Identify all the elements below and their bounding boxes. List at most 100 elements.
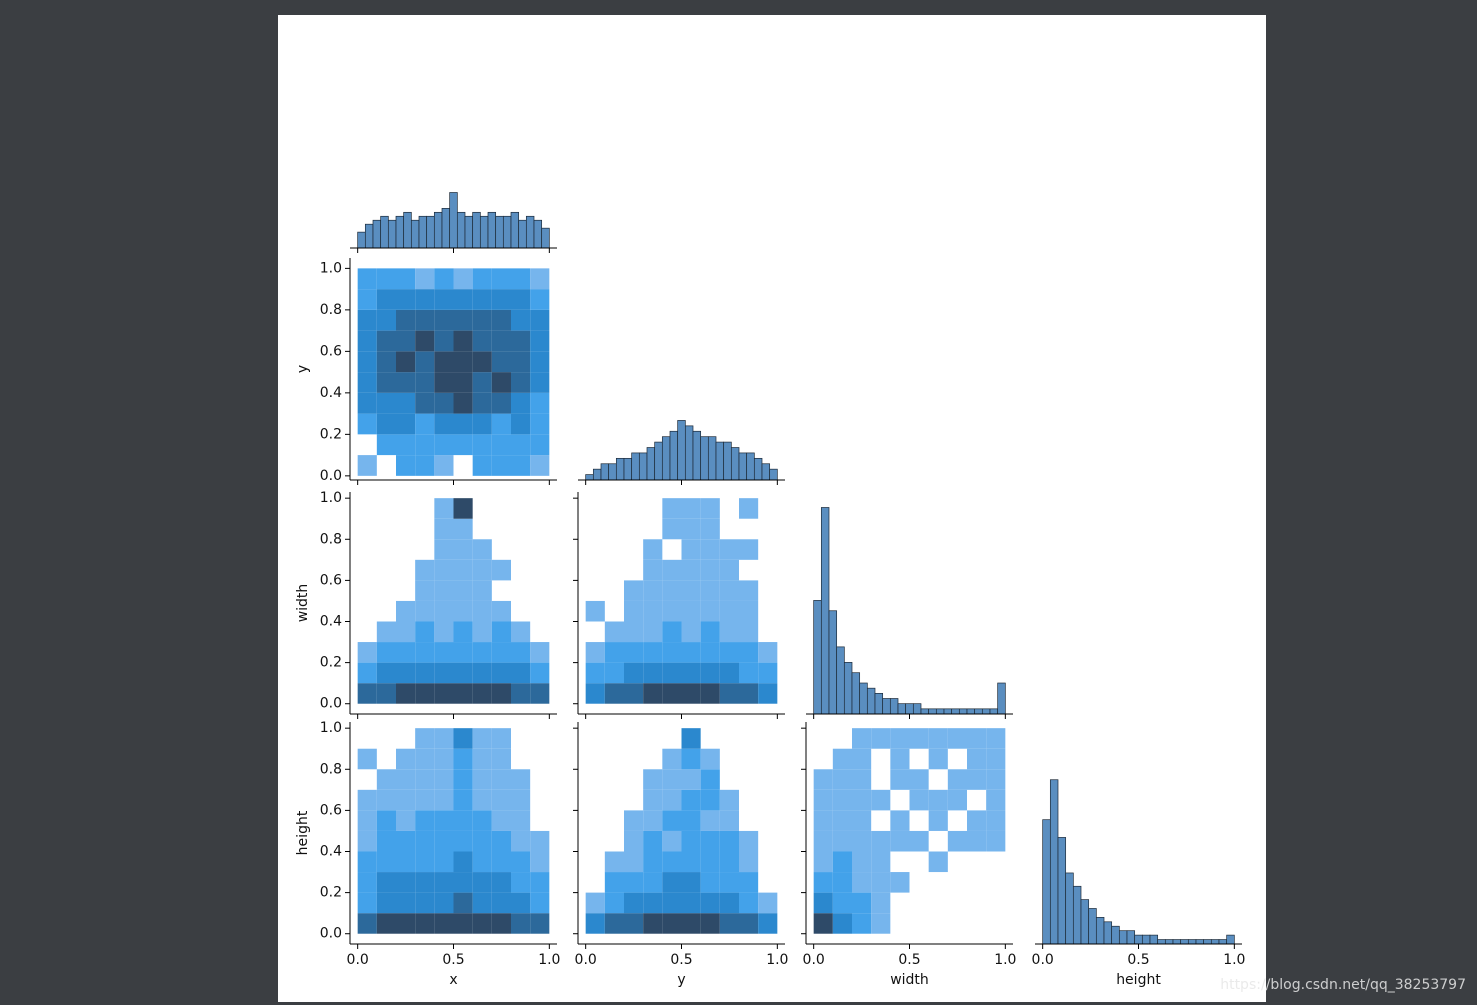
hist2d-cell bbox=[472, 268, 492, 290]
hist2d-cell bbox=[511, 830, 531, 852]
hist2d-cell bbox=[415, 580, 435, 601]
hist-bar bbox=[525, 215, 535, 249]
hist2d-cell bbox=[472, 539, 492, 560]
hist-bar bbox=[533, 219, 543, 249]
hist2d-cell bbox=[662, 748, 682, 770]
hist2d-cell bbox=[415, 683, 435, 704]
hist2d-cell bbox=[719, 642, 739, 663]
hist2d-cell bbox=[530, 330, 550, 352]
hist-bar bbox=[502, 215, 512, 249]
hist-bar bbox=[951, 708, 960, 715]
hist-bar bbox=[487, 211, 497, 249]
hist2d-cell bbox=[491, 309, 511, 331]
x-tick-label: 0.5 bbox=[1127, 952, 1149, 968]
hist2d-cell bbox=[511, 642, 531, 663]
hist2d-cell bbox=[472, 662, 492, 684]
hist2d-cell bbox=[434, 913, 454, 934]
hist2d-cell bbox=[472, 289, 492, 310]
hist-bar bbox=[813, 600, 822, 715]
hist2d-cell bbox=[813, 769, 833, 790]
hist2d-cell bbox=[662, 683, 682, 704]
hist2d-cell bbox=[662, 498, 682, 519]
hist2d-cell bbox=[357, 830, 377, 852]
hist2d-cell bbox=[511, 309, 531, 331]
hist-bar bbox=[723, 441, 732, 481]
hist2d-cell bbox=[357, 289, 377, 310]
hist2d-cell bbox=[415, 372, 435, 393]
hist2d-cell bbox=[530, 642, 550, 663]
hist2d-cell bbox=[357, 413, 377, 435]
y-tick-label: 0.6 bbox=[320, 802, 342, 818]
hist2d-cell bbox=[585, 683, 605, 704]
hist2d-cell bbox=[530, 392, 550, 414]
hist2d-cell bbox=[434, 872, 454, 893]
x-tick-label: 0.5 bbox=[670, 952, 692, 968]
hist2d-cell bbox=[604, 892, 624, 914]
hist-bar bbox=[1141, 934, 1151, 945]
hist2d-cell bbox=[491, 769, 511, 790]
hist2d-cell bbox=[453, 769, 473, 790]
hist2d-cell bbox=[681, 810, 701, 831]
hist2d-cell bbox=[719, 559, 739, 581]
hist2d-cell bbox=[643, 621, 663, 643]
hist2d-cell bbox=[700, 872, 720, 893]
hist2d-cell bbox=[511, 913, 531, 934]
y-tick-label: 0.0 bbox=[320, 926, 342, 942]
hist2d-cell bbox=[530, 683, 550, 704]
hist2d-cell bbox=[681, 872, 701, 893]
hist2d-cell bbox=[511, 662, 531, 684]
hist2d-cell bbox=[453, 268, 473, 290]
hist2d-cell bbox=[511, 872, 531, 893]
hist2d-cell bbox=[662, 851, 682, 873]
y-axis-label: width bbox=[295, 584, 311, 623]
hist2d-cell bbox=[491, 455, 511, 476]
hist2d-cell bbox=[719, 621, 739, 643]
hist2d-cell bbox=[396, 268, 416, 290]
hist2d-cell bbox=[491, 621, 511, 643]
hist2d-cell bbox=[511, 621, 531, 643]
hist2d-cell bbox=[624, 810, 644, 831]
hist2d-cell bbox=[947, 830, 967, 852]
hist-bar bbox=[623, 457, 633, 481]
hist2d-cell bbox=[758, 662, 778, 684]
hist2d-cell bbox=[739, 662, 759, 684]
hist-bar bbox=[997, 682, 1006, 715]
hist-bar bbox=[1065, 872, 1074, 945]
hist-bar bbox=[738, 452, 748, 481]
hist2d-cell bbox=[491, 830, 511, 852]
hist2d-cell bbox=[396, 872, 416, 893]
hist-bar bbox=[541, 227, 550, 249]
x-tick-label: 0.5 bbox=[442, 952, 464, 968]
hist2d-cell bbox=[434, 498, 454, 519]
hist-bar bbox=[769, 468, 778, 481]
hist2d-cell bbox=[396, 913, 416, 934]
hist2d-cell bbox=[681, 683, 701, 704]
hist2d-cell bbox=[434, 892, 454, 914]
hist2d-cell bbox=[434, 810, 454, 831]
x-tick-label: 1.0 bbox=[1223, 952, 1245, 968]
hist2d-cell bbox=[604, 872, 624, 893]
hist2d-cell bbox=[758, 892, 778, 914]
hist2d-cell bbox=[472, 892, 492, 914]
hist2d-cell bbox=[396, 455, 416, 476]
hist2d-cell bbox=[643, 789, 663, 811]
hist2d-cell bbox=[434, 518, 454, 540]
hist2d-cell bbox=[472, 600, 492, 622]
hist2d-cell bbox=[396, 309, 416, 331]
hist2d-cell bbox=[415, 600, 435, 622]
hist2d-cell bbox=[511, 351, 531, 373]
hist2d-cell bbox=[909, 728, 929, 749]
hist2d-cell bbox=[511, 455, 531, 476]
hist2d-cell bbox=[357, 662, 377, 684]
hist2d-cell bbox=[376, 642, 396, 663]
hist-bar bbox=[410, 219, 420, 249]
hist2d-cell bbox=[491, 600, 511, 622]
hist2d-cell bbox=[530, 913, 550, 934]
hist2d-cell bbox=[813, 872, 833, 893]
hist2d-cell bbox=[604, 642, 624, 663]
hist-bar bbox=[874, 692, 884, 715]
hist2d-cell bbox=[890, 810, 910, 831]
hist2d-cell bbox=[472, 810, 492, 831]
hist2d-cell bbox=[604, 621, 624, 643]
hist2d-cell bbox=[624, 830, 644, 852]
